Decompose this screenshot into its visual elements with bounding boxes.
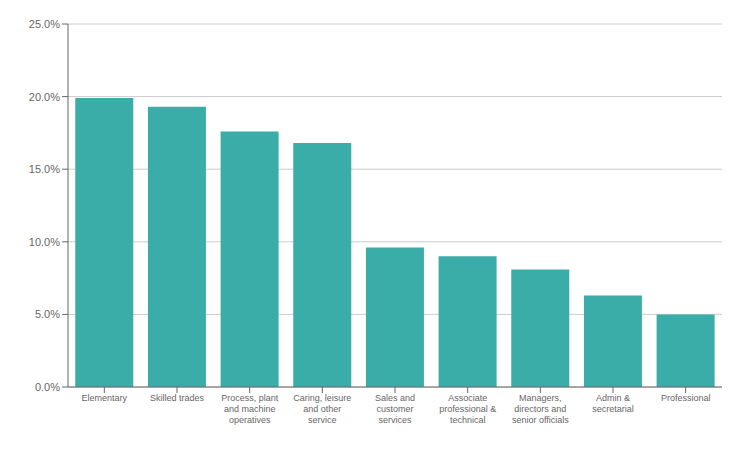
svg-text:0.0%: 0.0% [35, 381, 60, 393]
svg-text:10.0%: 10.0% [29, 236, 60, 248]
svg-text:Sales andcustomerservices: Sales andcustomerservices [375, 393, 415, 425]
svg-text:Skilled trades: Skilled trades [150, 393, 205, 403]
svg-text:5.0%: 5.0% [35, 308, 60, 320]
svg-text:25.0%: 25.0% [29, 18, 60, 30]
svg-text:Associateprofessional &technic: Associateprofessional &technical [439, 393, 496, 425]
svg-text:Process, plantand machineopera: Process, plantand machineoperatives [221, 393, 279, 425]
svg-text:Admin &secretarial: Admin &secretarial [592, 393, 634, 414]
svg-text:15.0%: 15.0% [29, 163, 60, 175]
svg-text:Elementary: Elementary [82, 393, 128, 403]
svg-text:Managers,directors andsenior o: Managers,directors andsenior officials [512, 393, 569, 425]
svg-text:Caring, leisureand otherservic: Caring, leisureand otherservice [293, 393, 351, 425]
svg-text:20.0%: 20.0% [29, 91, 60, 103]
svg-text:Professional: Professional [661, 393, 711, 403]
